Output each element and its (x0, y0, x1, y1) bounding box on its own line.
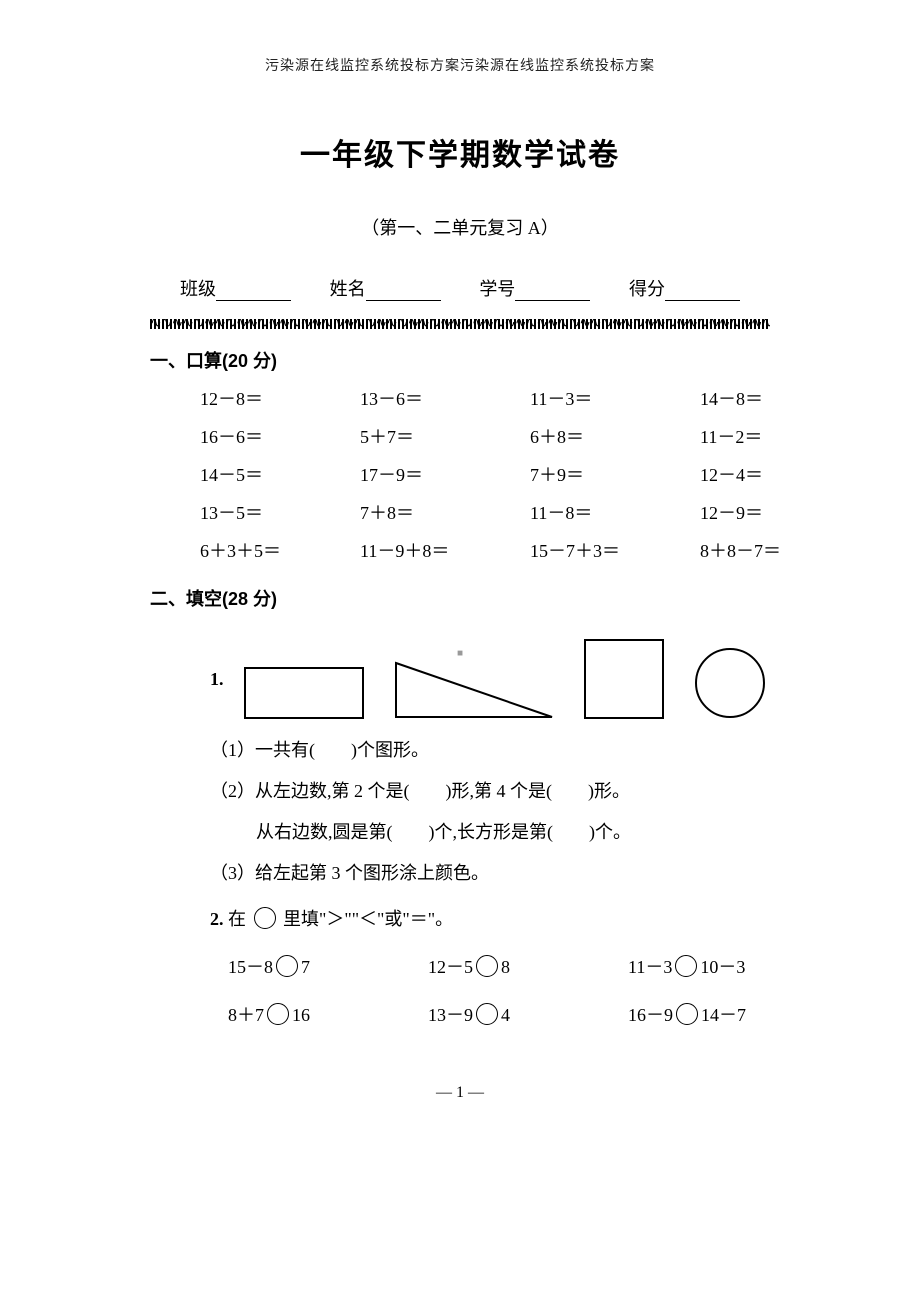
calc-item: 7＋9＝ (530, 461, 700, 487)
wave-divider (150, 319, 770, 329)
name-underline (366, 282, 441, 301)
id-label: 学号 (479, 275, 515, 301)
calc-item: 13－5＝ (200, 499, 360, 525)
cmp-right: 7 (301, 957, 310, 977)
question-1-block: 1. （1）一共有( )个图形。 （2）从左边数,第 2 个是( )形,第 4 … (210, 639, 770, 1027)
cmp-left: 12－5 (428, 957, 473, 977)
circle-icon (476, 955, 498, 977)
cmp-left: 15－8 (228, 957, 273, 977)
q1-number: 1. (210, 669, 224, 690)
class-label: 班级 (180, 275, 216, 301)
circle-icon (675, 955, 697, 977)
id-field: 学号 (479, 275, 590, 301)
triangle-shape (394, 661, 554, 719)
calc-item: 17－9＝ (360, 461, 530, 487)
class-field: 班级 (180, 275, 291, 301)
calc-item: 7＋8＝ (360, 499, 530, 525)
circle-icon (254, 907, 276, 929)
q1-line2: （2）从左边数,第 2 个是( )形,第 4 个是( )形。 (210, 778, 770, 805)
calc-item: 14－5＝ (200, 461, 360, 487)
calc-item: 12－9＝ (700, 499, 840, 525)
cmp-left: 11－3 (628, 957, 672, 977)
class-underline (216, 282, 291, 301)
compare-item: 13－9 4 (428, 1001, 628, 1027)
circle-shape (694, 647, 766, 719)
compare-grid: 15－8 7 12－5 8 11－3 10－3 8＋7 16 13－9 4 16－9 14－… (228, 953, 770, 1027)
exam-subtitle: （第一、二单元复习 A） (150, 214, 770, 240)
q2-text-post: 里填"＞""＜"或"＝"。 (283, 909, 453, 929)
calc-item: 6＋8＝ (530, 423, 700, 449)
calc-item: 6＋3＋5＝ (200, 537, 360, 563)
calc-item: 11－3＝ (530, 385, 700, 411)
score-underline (665, 282, 740, 301)
circle-icon (476, 1003, 498, 1025)
score-field: 得分 (629, 275, 740, 301)
calc-item: 5＋7＝ (360, 423, 530, 449)
q1-line1: （1）一共有( )个图形。 (210, 737, 770, 764)
cmp-right: 10－3 (700, 957, 745, 977)
cmp-right: 14－7 (701, 1005, 746, 1025)
calc-item: 16－6＝ (200, 423, 360, 449)
calc-item: 14－8＝ (700, 385, 840, 411)
exam-page: 污染源在线监控系统投标方案污染源在线监控系统投标方案 一年级下学期数学试卷 （第… (0, 0, 920, 1027)
compare-item: 11－3 10－3 (628, 953, 828, 979)
section1-heading: 一、口算(20 分) (150, 347, 770, 373)
compare-item: 15－8 7 (228, 953, 428, 979)
q2-number: 2. (210, 909, 224, 929)
calc-item: 11－8＝ (530, 499, 700, 525)
page-number: — 1 — (0, 1084, 920, 1102)
circle-icon (267, 1003, 289, 1025)
id-underline (515, 282, 590, 301)
calc-item: 15－7＋3＝ (530, 537, 700, 563)
cmp-right: 16 (292, 1005, 310, 1025)
cmp-left: 13－9 (428, 1005, 473, 1025)
rectangle-shape (244, 667, 364, 719)
shapes-row: 1. (210, 639, 770, 719)
cmp-left: 8＋7 (228, 1005, 264, 1025)
cmp-right: 4 (501, 1005, 510, 1025)
name-field: 姓名 (330, 275, 441, 301)
exam-title: 一年级下学期数学试卷 (150, 130, 770, 174)
calc-item: 12－8＝ (200, 385, 360, 411)
q1-line3: （3）给左起第 3 个图形涂上颜色。 (210, 860, 770, 887)
square-shape (584, 639, 664, 719)
calc-item: 11－2＝ (700, 423, 840, 449)
circle-icon (676, 1003, 698, 1025)
question-2-block: 2. 在 里填"＞""＜"或"＝"。 15－8 7 12－5 8 11－3 10－3 … (210, 905, 770, 1027)
q1-line2b: 从右边数,圆是第( )个,长方形是第( )个。 (210, 819, 770, 846)
compare-item: 8＋7 16 (228, 1001, 428, 1027)
q1-sublines: （1）一共有( )个图形。 （2）从左边数,第 2 个是( )形,第 4 个是(… (210, 737, 770, 887)
q2-text-pre: 在 (228, 909, 246, 929)
student-info-row: 班级 姓名 学号 得分 (180, 275, 740, 301)
cmp-left: 16－9 (628, 1005, 673, 1025)
calc-item: 13－6＝ (360, 385, 530, 411)
cmp-right: 8 (501, 957, 510, 977)
calc-item: 12－4＝ (700, 461, 840, 487)
calc-grid: 12－8＝ 13－6＝ 11－3＝ 14－8＝ 16－6＝ 5＋7＝ 6＋8＝ … (200, 385, 770, 563)
compare-item: 12－5 8 (428, 953, 628, 979)
header-note: 污染源在线监控系统投标方案污染源在线监控系统投标方案 (150, 55, 770, 75)
compare-item: 16－9 14－7 (628, 1001, 828, 1027)
name-label: 姓名 (330, 275, 366, 301)
circle-icon (276, 955, 298, 977)
score-label: 得分 (629, 275, 665, 301)
calc-item: 8＋8－7＝ (700, 537, 840, 563)
calc-item: 11－9＋8＝ (360, 537, 530, 563)
section2-heading: 二、填空(28 分) (150, 585, 770, 611)
